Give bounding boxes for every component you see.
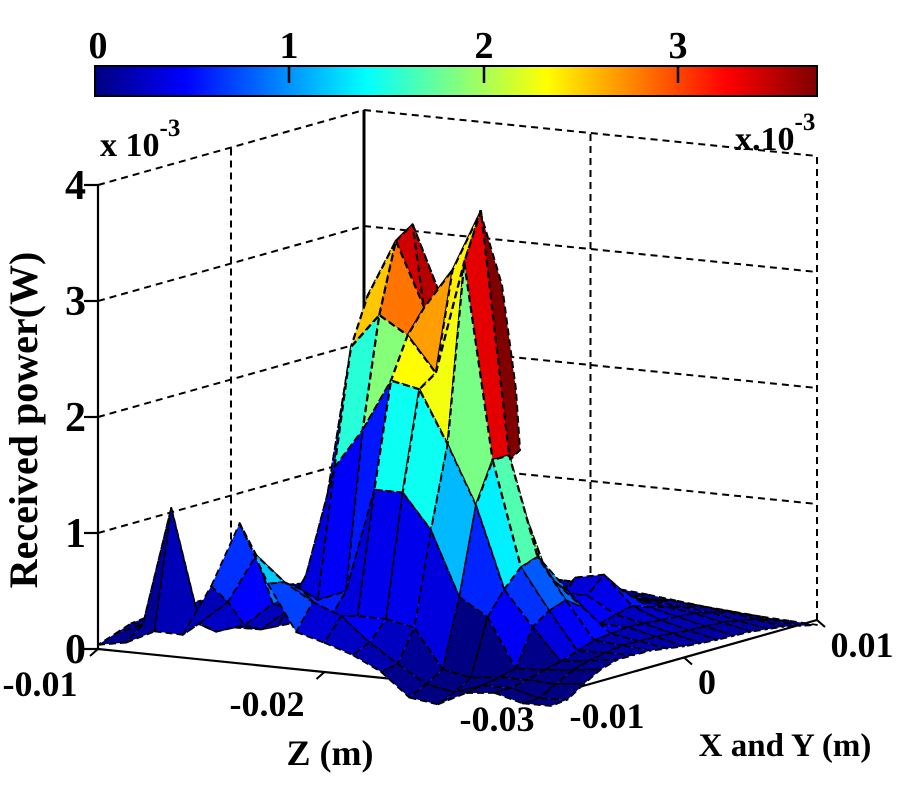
svg-text:Z (m): Z (m)	[287, 733, 374, 773]
svg-text:-0.02: -0.02	[230, 684, 305, 724]
svg-text:-0.01: -0.01	[3, 664, 78, 704]
svg-text:3: 3	[65, 279, 86, 325]
svg-text:2: 2	[65, 395, 86, 441]
svg-text:-0.01: -0.01	[570, 696, 645, 736]
svg-text:-0.03: -0.03	[460, 699, 535, 739]
svg-text:0.01: 0.01	[831, 625, 894, 665]
svg-text:X and Y (m): X and Y (m)	[699, 728, 872, 764]
svg-text:0: 0	[65, 627, 86, 673]
svg-text:2: 2	[475, 25, 494, 67]
svg-text:0: 0	[698, 662, 716, 702]
svg-text:1: 1	[280, 25, 299, 67]
svg-text:4: 4	[65, 163, 86, 209]
svg-text:3: 3	[669, 25, 688, 67]
svg-text:Received power(W): Received power(W)	[1, 252, 46, 589]
svg-text:1: 1	[65, 511, 86, 557]
svg-text:0: 0	[89, 25, 108, 67]
